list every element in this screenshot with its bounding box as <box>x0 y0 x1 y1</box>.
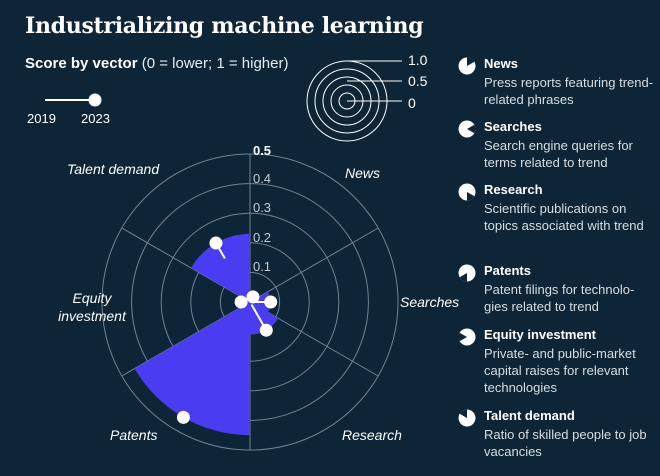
grid-spoke <box>249 227 379 303</box>
talent-demand-icon <box>458 409 476 427</box>
axis-label-research: Research <box>342 427 402 443</box>
equity-investment-icon <box>458 328 476 346</box>
legend-name: Talent demand <box>484 408 575 423</box>
marker-2023 <box>176 410 190 424</box>
research-icon <box>458 183 476 201</box>
news-icon <box>458 57 476 75</box>
legend-desc: Patent filings for technolo-gies related… <box>484 282 635 314</box>
polar-areas <box>134 233 279 436</box>
searches-icon <box>458 120 476 138</box>
axis-label-news: News <box>345 165 381 181</box>
tick-label-0-4: 0.4 <box>252 171 272 186</box>
legend-name: Searches <box>484 119 542 134</box>
marker-2023 <box>246 290 260 304</box>
tick-label-0-5: 0.5 <box>252 143 272 158</box>
sector-patents <box>134 302 250 436</box>
patents-icon <box>458 264 476 282</box>
axis-label-equity-investment: Equity investment <box>58 290 126 324</box>
scale-low-label: 0 <box>408 95 416 111</box>
marker-2023 <box>209 236 223 250</box>
tick-label-0-3: 0.3 <box>252 200 272 215</box>
subtitle-bold: Score by vector <box>25 55 138 72</box>
sector-talent-demand <box>191 233 250 302</box>
chart-subtitle: Score by vector (0 = lower; 1 = higher) <box>25 55 288 72</box>
legend-desc: Search engine queries for terms related … <box>484 138 633 170</box>
tick-label-0-2: 0.2 <box>252 230 272 245</box>
scale-high-label: 1.0 <box>408 52 428 68</box>
legend-name: Patents <box>484 263 531 278</box>
marker-2023 <box>234 295 248 309</box>
marker-2023 <box>264 295 278 309</box>
legend-name: Research <box>484 182 543 197</box>
legend-desc: Press reports featuring trend-related ph… <box>484 75 654 107</box>
legend-desc: Private- and public-market capital raise… <box>484 346 636 395</box>
year-key <box>45 93 102 107</box>
legend-name: Equity investment <box>484 327 596 342</box>
axis-label-searches: Searches <box>400 294 460 310</box>
legend-name: News <box>484 56 518 71</box>
legend-desc: Ratio of skilled people to job vacancies <box>484 427 647 459</box>
subtitle-scale-note: (0 = lower; 1 = higher) <box>141 55 289 72</box>
chart-title: Industrializing machine learning <box>25 13 424 39</box>
scale-rings-key <box>306 60 402 142</box>
year-start-label: 2019 <box>27 111 56 126</box>
polar-markers <box>176 236 278 424</box>
legend-desc: Scientific publications on topics associ… <box>484 201 644 233</box>
marker-2023 <box>259 323 273 337</box>
tick-label-0-1: 0.1 <box>252 259 272 274</box>
axis-label-talent-demand: Talent demand <box>67 161 160 177</box>
axis-label-patents: Patents <box>110 427 158 443</box>
year-key-end-dot <box>88 93 102 107</box>
year-end-label: 2023 <box>81 111 110 126</box>
scale-mid-label: 0.5 <box>408 73 428 89</box>
grid-spoke <box>121 301 251 377</box>
